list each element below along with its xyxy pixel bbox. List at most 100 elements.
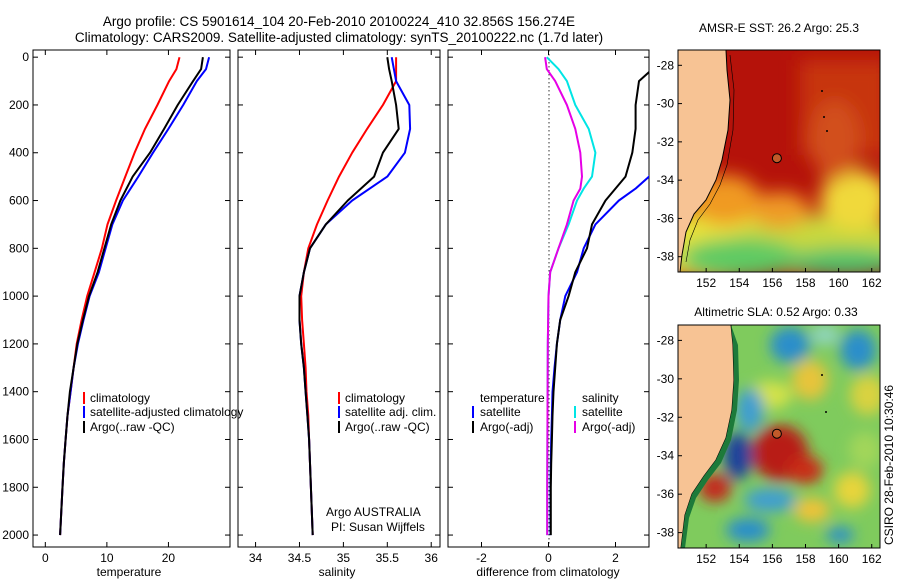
map-x-tick-label: 156	[762, 276, 782, 290]
map-x-tick-label: 160	[829, 276, 849, 290]
x-tick-label: 2	[612, 551, 619, 565]
y-tick-label: 2000	[2, 528, 29, 542]
legend-text-argo: Argo(..raw -QC)	[90, 420, 175, 434]
sst-coast-shelf	[685, 54, 735, 263]
sla-map-frame	[677, 324, 881, 549]
legend-text-temp-argo: Argo(-adj)	[480, 420, 533, 434]
series-line-argo-raw-qc-	[59, 57, 204, 536]
difference-series	[544, 56, 649, 536]
sst-map-frame	[677, 49, 881, 273]
map-x-tick-label: 162	[862, 276, 882, 290]
map-x-tick-label: 152	[696, 552, 716, 566]
salinity-ticks: 34 34.5 35 35.5 36	[238, 50, 440, 565]
x-tick-label: 0	[42, 551, 49, 565]
y-tick-label: 1800	[2, 480, 29, 494]
salinity-series	[298, 57, 412, 536]
y-tick-label: 600	[9, 194, 29, 208]
x-tick-label: 35.5	[376, 551, 400, 565]
sst-argo-location-marker	[771, 153, 782, 164]
map-y-tick-label: -28	[657, 58, 675, 72]
temperature-ticks: 0 200 400 600 800 1000 1200 1400 1600 1800 2000 0 10…	[2, 50, 230, 565]
map-y-tick-label: -32	[657, 135, 675, 149]
y-tick-label: 0	[22, 50, 29, 64]
legend-text-climatology: climatology	[90, 391, 150, 405]
map-y-tick-label: -30	[657, 97, 675, 111]
temperature-series	[59, 56, 211, 536]
y-tick-label: 1000	[2, 289, 29, 303]
legend-title-temperature: temperature	[480, 391, 545, 405]
map-y-tick-label: -34	[657, 173, 675, 187]
legend-text-sal-argo: Argo(-adj)	[582, 420, 635, 434]
legend-text-argo: Argo(..raw -QC)	[345, 420, 430, 434]
argo-pi-label: PI: Susan Wijffels	[331, 520, 425, 534]
map-x-tick-label: 158	[795, 552, 815, 566]
series-line-climatology	[300, 57, 398, 536]
map-y-tick-label: -36	[657, 211, 675, 225]
salinity-xlabel: salinity	[319, 565, 356, 579]
map-y-tick-label: -38	[657, 250, 675, 264]
legend-text-satellite-adjusted: satellite-adjusted climatology	[90, 405, 243, 419]
temperature-xlabel: temperature	[97, 565, 162, 579]
sla-map-title: Altimetric SLA: 0.52 Argo: 0.33	[694, 305, 858, 319]
sla-map-panel: Altimetric SLA: 0.52 Argo: 0.33	[657, 305, 882, 566]
map-y-tick-label: -38	[657, 526, 675, 540]
sla-map-ticks: 152 154 156 158 160 162 -28 -30 -32 -34 -36 -38	[657, 333, 882, 566]
y-tick-label: 400	[9, 146, 29, 160]
map-x-tick-label: 154	[729, 552, 749, 566]
sst-island-2	[823, 116, 825, 118]
salinity-axes-box	[237, 49, 441, 548]
side-timestamp-label: CSIRO 28-Feb-2010 10:30:46	[882, 385, 896, 545]
map-y-tick-label: -32	[657, 410, 675, 424]
sst-island-3	[826, 130, 828, 132]
map-y-tick-label: -34	[657, 449, 675, 463]
sst-map-panel: AMSR-E SST: 26.2 Argo: 25.3 152 154 156 15	[657, 21, 882, 290]
map-x-tick-label: 152	[696, 276, 716, 290]
series-line-temperature-argo-adj-	[549, 70, 649, 536]
map-x-tick-label: 162	[862, 552, 882, 566]
map-y-tick-label: -28	[657, 333, 675, 347]
temperature-panel: 0 200 400 600 800 1000 1200 1400 1600 1800 2000 0 10…	[2, 49, 243, 579]
x-tick-label: -2	[476, 551, 487, 565]
x-tick-label: 10	[100, 551, 114, 565]
legend-text-sal-satellite: satellite	[582, 405, 623, 419]
map-x-tick-label: 154	[729, 276, 749, 290]
temperature-legend: climatology satellite-adjusted climatolo…	[83, 391, 243, 434]
sla-island-1	[821, 374, 823, 376]
map-y-tick-label: -30	[657, 372, 675, 386]
figure-title-line1: Argo profile: CS 5901614_104 20-Feb-2010…	[103, 14, 575, 29]
x-tick-label: 0	[545, 551, 552, 565]
series-line-salinity-argo-adj-	[544, 57, 583, 536]
difference-panel: -2 0 2 difference from climatology tempera…	[447, 49, 650, 579]
sst-map-title: AMSR-E SST: 26.2 Argo: 25.3	[699, 21, 859, 35]
figure-title-line2: Climatology: CARS2009. Satellite-adjuste…	[75, 30, 603, 45]
y-tick-label: 800	[9, 241, 29, 255]
difference-legend: temperature salinity satellite Argo(-adj…	[472, 391, 635, 434]
x-tick-label: 34	[249, 551, 263, 565]
x-tick-label: 20	[162, 551, 176, 565]
map-x-tick-label: 156	[762, 552, 782, 566]
series-line-satellite-adj-clim-	[298, 57, 412, 536]
argo-program-label: Argo AUSTRALIA	[326, 505, 421, 519]
map-x-tick-label: 160	[829, 552, 849, 566]
legend-text-satellite-adj: satellite adj. clim.	[345, 405, 436, 419]
x-tick-label: 34.5	[288, 551, 312, 565]
sla-argo-location-marker	[771, 428, 782, 439]
salinity-panel: 34 34.5 35 35.5 36 salinity climatology sate…	[237, 49, 441, 579]
x-tick-label: 36	[425, 551, 439, 565]
series-line-climatology	[59, 56, 181, 536]
sla-field	[678, 325, 880, 548]
difference-xlabel: difference from climatology	[476, 565, 619, 579]
sst-land	[678, 50, 731, 272]
x-tick-label: 35	[337, 551, 351, 565]
sst-map-ticks: 152 154 156 158 160 162 -28 -30 -32 -34 -36 -38	[657, 58, 882, 290]
legend-text-temp-satellite: satellite	[480, 405, 521, 419]
temperature-axes-box	[32, 49, 231, 548]
sst-field	[678, 50, 880, 272]
y-tick-label: 1600	[2, 432, 29, 446]
difference-ticks: -2 0 2	[448, 50, 649, 565]
y-tick-label: 1400	[2, 385, 29, 399]
map-x-tick-label: 158	[795, 276, 815, 290]
sla-island-2	[825, 411, 827, 413]
y-tick-label: 200	[9, 98, 29, 112]
legend-title-salinity: salinity	[582, 391, 619, 405]
